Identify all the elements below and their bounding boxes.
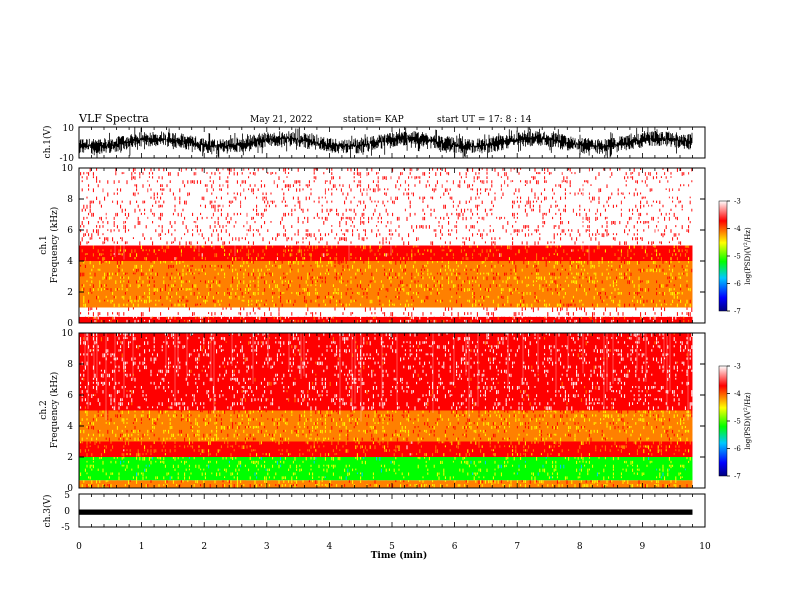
colorbar-tick-label--5: -5 xyxy=(734,418,741,426)
ch1-ytick-bottom: -10 xyxy=(60,154,75,164)
time-axis-ticks xyxy=(78,127,706,527)
ch1-colorbar-ticks: -3 -4 -5 -6 -7 xyxy=(727,198,741,316)
spectrogram-band-0 xyxy=(79,480,693,488)
ch1-ytick-top: 10 xyxy=(63,124,75,134)
colorbar-tick-label--7: -7 xyxy=(734,308,741,316)
header-date: May 21, 2022 xyxy=(250,115,313,125)
ch1-spectrogram-ylabel-ch: ch.1 xyxy=(39,235,49,254)
spectrogram-ytick-label-2: 2 xyxy=(67,453,73,463)
spectrogram-ytick-label-0: 0 xyxy=(67,319,73,329)
ch2-spectrogram-yticks: 0 2 4 6 8 10 xyxy=(62,329,705,494)
time-axis-tick-labels: 0 1 2 3 4 5 6 7 8 9 10 xyxy=(76,542,711,552)
spectrogram-ytick-label-10: 10 xyxy=(62,164,74,174)
ch1-spectrogram-image xyxy=(78,168,693,323)
time-axis-label: Time (min) xyxy=(371,550,428,561)
spectrogram-band-2 xyxy=(79,441,693,457)
time-axis-tick-label-9: 9 xyxy=(640,542,646,552)
header-station: station= KAP xyxy=(343,115,404,125)
ch2-colorbar-ticks: -3 -4 -5 -6 -7 xyxy=(727,363,741,481)
ch2-colorbar-label: log(PSD)(V2/Hz) xyxy=(743,392,752,450)
colorbar-tick-label--5: -5 xyxy=(734,253,741,261)
time-axis-tick-label-0: 0 xyxy=(76,542,82,552)
spectrogram-ytick-label-6: 6 xyxy=(67,391,73,401)
ch3-ytick-0: 0 xyxy=(64,507,70,517)
colorbar-tick-label--3: -3 xyxy=(734,198,741,206)
figure-title: VLF Spectra xyxy=(78,112,149,125)
ch1-spectrogram-yticks: 0 2 4 6 8 10 xyxy=(62,164,705,329)
spectrogram-ytick-label-4: 4 xyxy=(67,257,73,267)
colorbar-tick-label--6: -6 xyxy=(734,280,741,288)
ch2-spectrogram-ylabel-ch: ch.2 xyxy=(39,400,49,419)
spectrogram-ytick-label-6: 6 xyxy=(67,226,73,236)
time-axis-tick-label-7: 7 xyxy=(514,542,520,552)
colorbar-tick-label--7: -7 xyxy=(734,473,741,481)
ch1-ylabel: ch.1(V) xyxy=(42,126,53,159)
spectrogram-ytick-label-8: 8 xyxy=(67,195,73,205)
spectrogram-ytick-label-2: 2 xyxy=(67,288,73,298)
spectrogram-ytick-label-8: 8 xyxy=(67,360,73,370)
colorbar-tick-label--4: -4 xyxy=(734,225,741,233)
spectrogram-ytick-label-0: 0 xyxy=(67,484,73,494)
ch2-colorbar xyxy=(718,365,728,477)
spectrogram-ytick-label-4: 4 xyxy=(67,422,73,432)
spectrogram-band-2 xyxy=(79,261,693,308)
spectrogram-texture-5 xyxy=(120,457,686,480)
time-axis-tick-marks xyxy=(78,127,706,527)
time-axis-tick-label-10: 10 xyxy=(699,542,711,552)
ch3-waveform-trace xyxy=(79,509,693,515)
ch2-spectrogram-ylabel-freq: Frequency (kHz) xyxy=(49,372,60,449)
ch1-waveform-trace xyxy=(79,127,693,158)
ch3-ylabel: ch.3(V) xyxy=(42,495,53,528)
time-axis-tick-label-3: 3 xyxy=(264,542,270,552)
time-axis-tick-label-6: 6 xyxy=(452,542,458,552)
ch1-colorbar-label: log(PSD)(V2/Hz) xyxy=(743,227,752,285)
colorbar-tick-label--4: -4 xyxy=(734,390,741,398)
ch2-spectrogram-image xyxy=(78,333,693,488)
ch3-ytick-5: 5 xyxy=(64,491,70,501)
spectrogram-streaks xyxy=(84,333,689,422)
ch3-waveform-panel: 5 0 -5 ch.3(V) xyxy=(42,491,706,533)
spectrogram-band-1 xyxy=(79,307,693,317)
ch1-waveform-panel: 10 -10 ch.1(V) xyxy=(42,124,706,164)
time-axis-tick-label-4: 4 xyxy=(327,542,333,552)
colorbar-tick-label--6: -6 xyxy=(734,445,741,453)
spectrogram-band-3 xyxy=(79,245,693,261)
time-axis-tick-label-8: 8 xyxy=(577,542,583,552)
time-axis-tick-label-1: 1 xyxy=(139,542,145,552)
ch1-spectrogram-ylabel-freq: Frequency (kHz) xyxy=(49,207,60,284)
ch1-waveform-line xyxy=(79,127,693,158)
spectrogram-band-0 xyxy=(79,316,693,323)
header-start-ut: start UT = 17: 8 : 14 xyxy=(437,115,532,125)
colorbar-tick-label--3: -3 xyxy=(734,363,741,371)
ch3-ytick-neg5: -5 xyxy=(61,523,70,533)
spectrogram-ytick-label-10: 10 xyxy=(62,329,74,339)
time-axis-tick-label-5: 5 xyxy=(389,542,395,552)
ch1-colorbar xyxy=(718,200,728,312)
time-axis-tick-label-2: 2 xyxy=(201,542,207,552)
